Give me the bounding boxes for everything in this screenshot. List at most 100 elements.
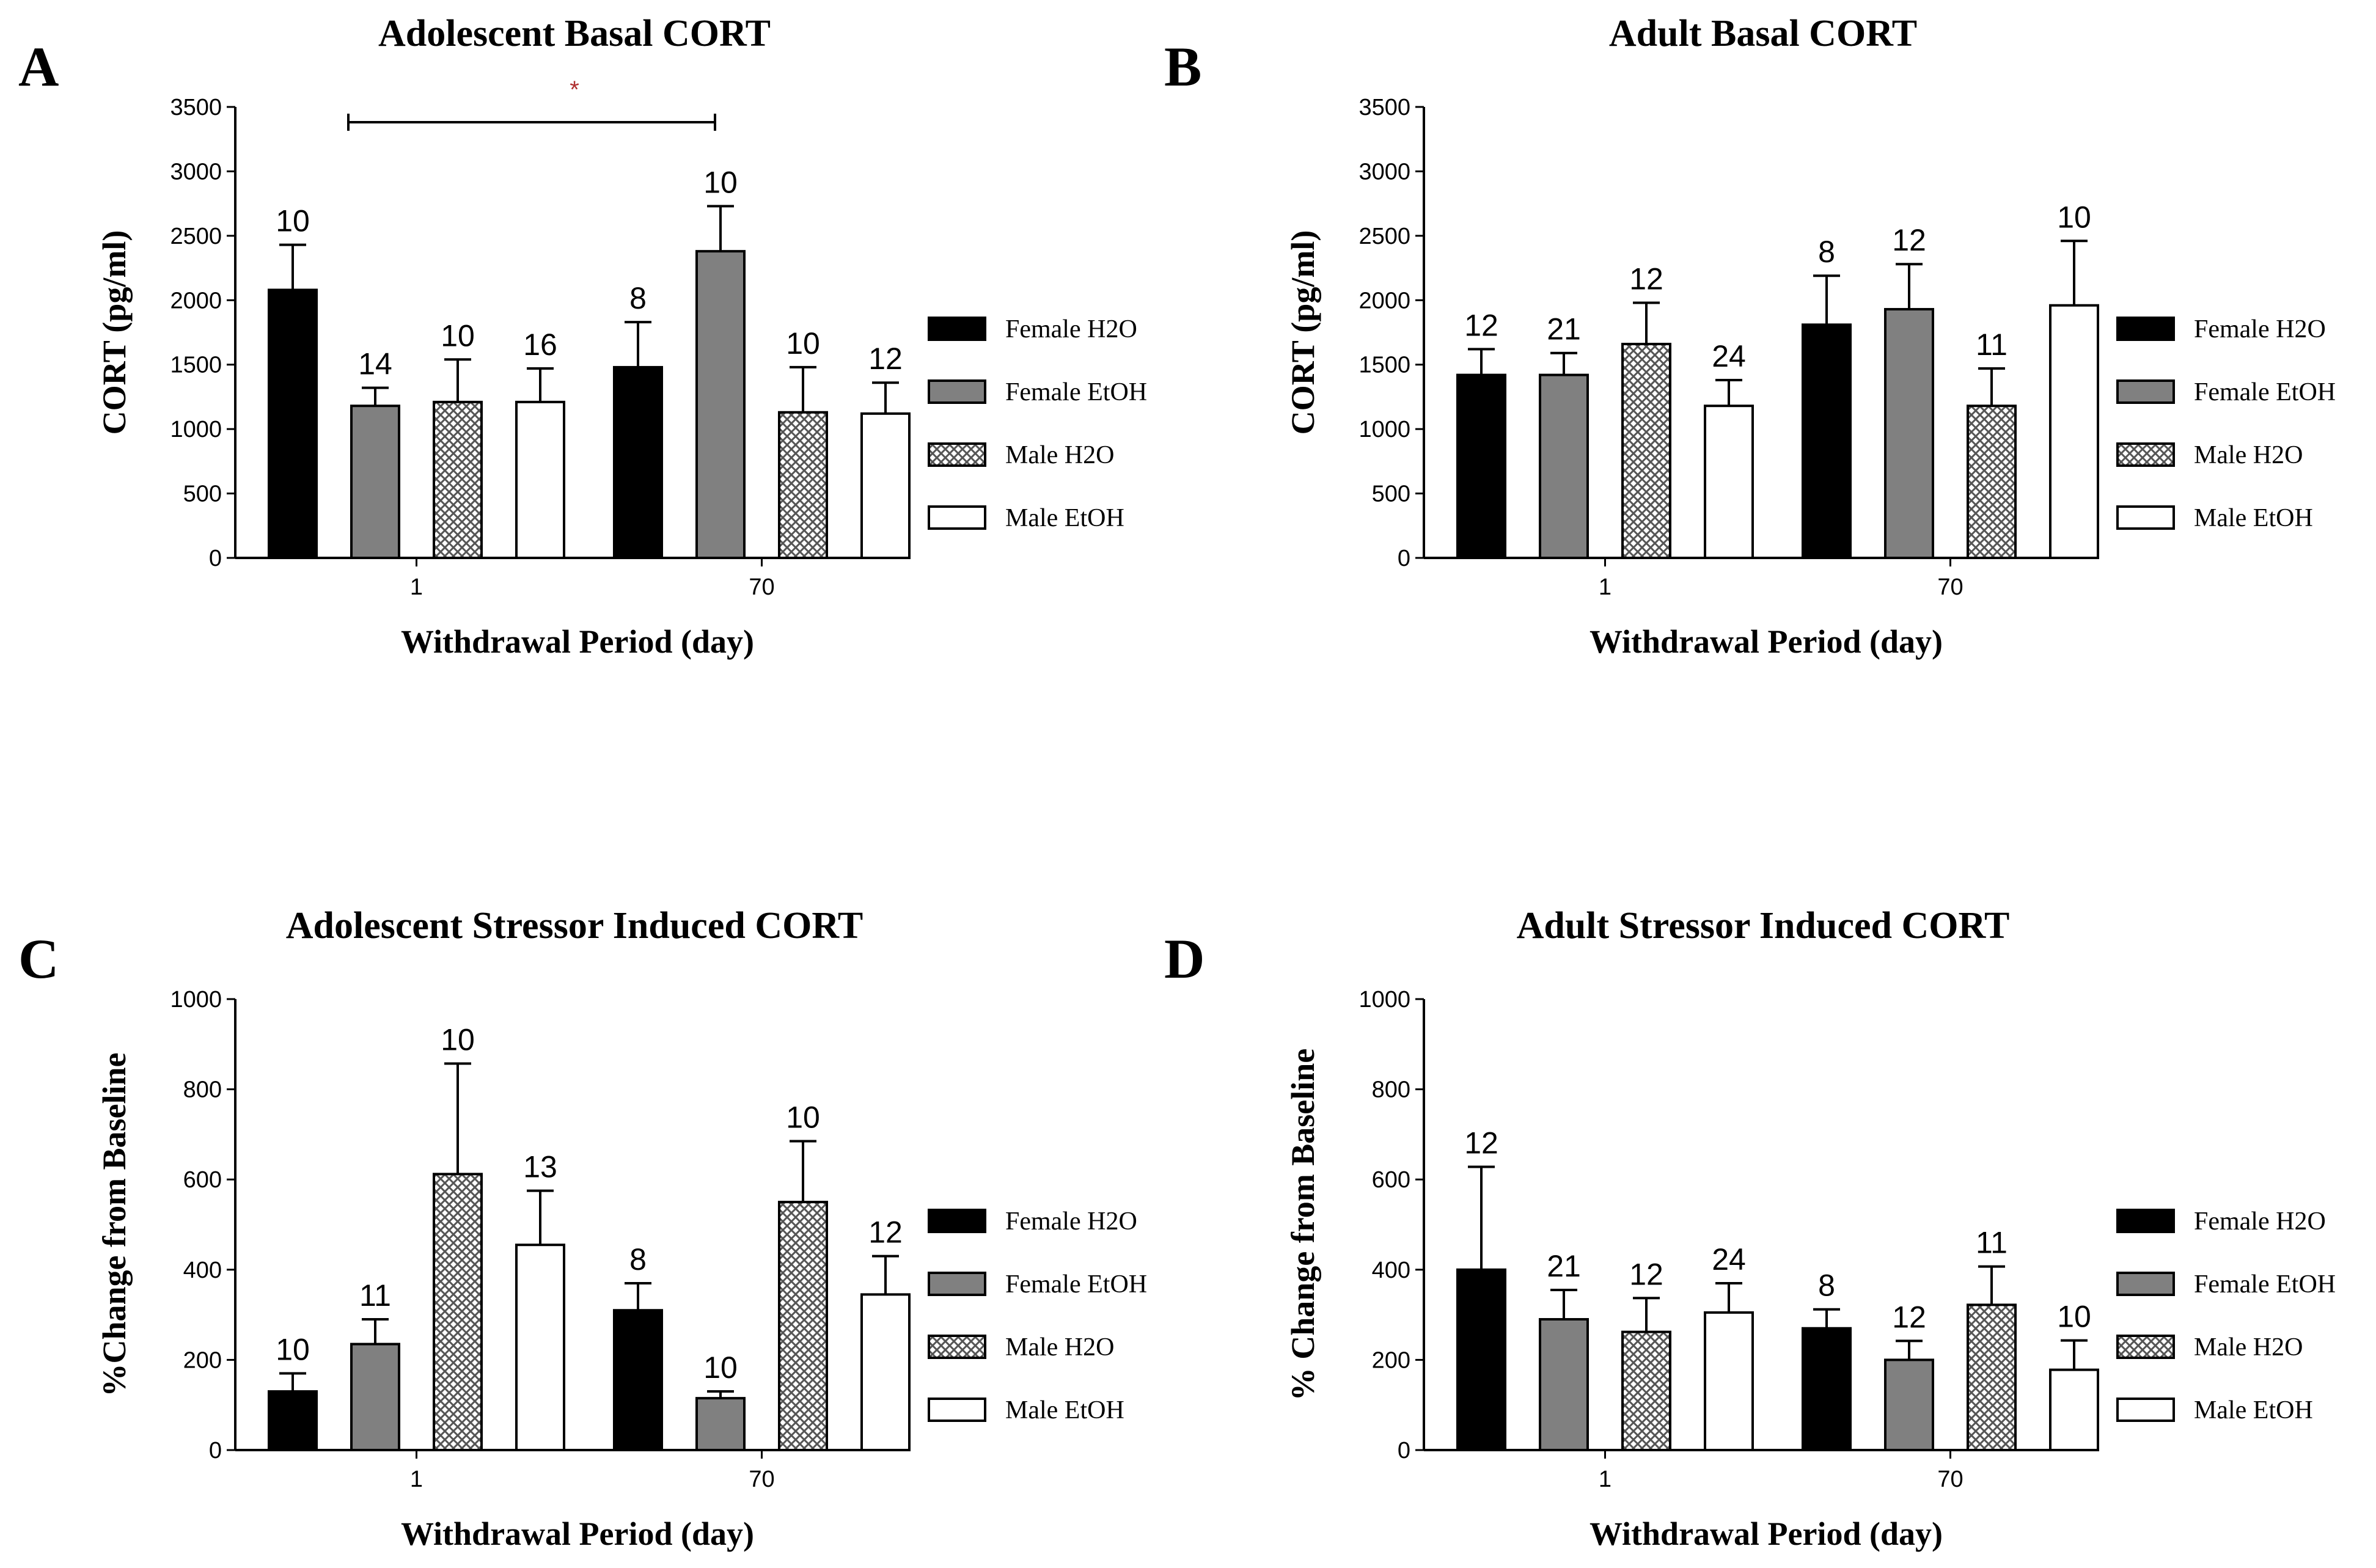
panel-letter: C <box>18 928 59 990</box>
y-axis-label: % Change from Baseline <box>1285 1049 1321 1401</box>
sample-size-label: 24 <box>1712 1242 1746 1277</box>
y-tick-label: 200 <box>183 1347 222 1373</box>
sample-size-label: 12 <box>1629 262 1663 296</box>
legend-label: Female H2O <box>1005 315 1137 343</box>
bar-female-h2o-day-70 <box>613 365 663 560</box>
bar-female-h2o-day-1 <box>1456 373 1506 560</box>
legend-label: Male H2O <box>1005 441 1114 469</box>
legend-swatch <box>2116 442 2175 467</box>
legend-label: Female H2O <box>1005 1207 1137 1236</box>
bar-male-h2o-day-70 <box>1967 1303 2017 1452</box>
sample-size-label: 8 <box>1818 1269 1835 1303</box>
bar-female-etoh-day-1 <box>350 405 400 560</box>
legend-swatch <box>2116 379 2175 404</box>
legend-swatch <box>928 1335 986 1359</box>
x-axis-label: Withdrawal Period (day) <box>1590 623 1943 660</box>
y-tick-label: 800 <box>1372 1077 1410 1103</box>
legend-label: Male H2O <box>1005 1333 1114 1361</box>
y-tick-label: 600 <box>1372 1167 1410 1193</box>
chart-title: Adult Basal CORT <box>1609 13 1917 54</box>
y-tick-label: 3500 <box>1358 95 1410 120</box>
bar-male-etoh-day-70 <box>2049 304 2099 559</box>
y-tick-label: 1500 <box>1358 353 1410 378</box>
y-tick-label: 200 <box>1372 1347 1410 1373</box>
bar-male-h2o-day-70 <box>778 1201 828 1451</box>
chart-title: Adolescent Stressor Induced CORT <box>286 905 864 947</box>
y-tick-label: 2000 <box>1358 288 1410 313</box>
x-tick-label: 70 <box>1937 1467 1963 1492</box>
sample-size-label: 21 <box>1547 1249 1581 1283</box>
y-axis-label: %Change from Baseline <box>96 1053 133 1397</box>
y-tick-label: 1500 <box>170 353 222 378</box>
x-axis-label: Withdrawal Period (day) <box>401 623 754 660</box>
y-tick-label: 1000 <box>1358 987 1410 1013</box>
bar-female-etoh-day-70 <box>695 250 746 559</box>
sample-size-label: 10 <box>441 318 475 353</box>
y-tick-label: 0 <box>1398 1438 1410 1464</box>
y-tick-label: 2500 <box>1358 224 1410 249</box>
y-tick-label: 3500 <box>170 95 222 120</box>
y-tick-label: 1000 <box>170 417 222 442</box>
bar-female-etoh-day-70 <box>1884 1358 1934 1452</box>
y-tick-label: 400 <box>183 1258 222 1283</box>
legend-label: Male EtOH <box>2194 1396 2313 1424</box>
sample-size-label: 12 <box>1464 1126 1498 1160</box>
legend-label: Male H2O <box>2194 1333 2303 1361</box>
legend-swatch <box>928 442 986 467</box>
x-axis-label: Withdrawal Period (day) <box>401 1515 754 1552</box>
sample-size-label: 10 <box>703 1350 738 1385</box>
bar-male-etoh-day-1 <box>1704 405 1754 560</box>
bar-male-h2o-day-70 <box>778 411 828 560</box>
y-tick-label: 1000 <box>170 987 222 1013</box>
bar-female-etoh-day-1 <box>1539 373 1589 560</box>
bar-male-h2o-day-1 <box>1621 342 1671 560</box>
significance-marker: * <box>570 76 579 103</box>
y-tick-label: 0 <box>209 1438 222 1464</box>
x-tick-label: 1 <box>1599 574 1612 600</box>
bar-female-h2o-day-1 <box>268 1390 318 1451</box>
bar-female-etoh-day-70 <box>695 1397 746 1452</box>
sample-size-label: 21 <box>1547 312 1581 346</box>
legend-swatch <box>928 505 986 530</box>
sample-size-label: 8 <box>629 1242 647 1277</box>
sample-size-label: 11 <box>1976 1226 2008 1260</box>
y-tick-label: 3000 <box>1358 159 1410 185</box>
y-tick-label: 2000 <box>170 288 222 313</box>
legend-swatch <box>2116 1335 2175 1359</box>
panel-B: B Adult Basal CORT 0 500 1000 1500 2000 2500 300… <box>1164 13 2336 660</box>
y-tick-label: 3000 <box>170 159 222 185</box>
legend-swatch <box>928 317 986 341</box>
legend-label: Male EtOH <box>2194 504 2313 532</box>
legend-label: Female H2O <box>2194 315 2326 343</box>
panel-letter: B <box>1164 35 1201 98</box>
sample-size-label: 10 <box>786 326 820 361</box>
sample-size-label: 10 <box>786 1100 820 1134</box>
bar-female-h2o-day-70 <box>1802 323 1852 559</box>
x-tick-label: 70 <box>749 1467 774 1492</box>
bar-male-h2o-day-1 <box>1621 1330 1671 1451</box>
bar-female-h2o-day-70 <box>1802 1327 1852 1451</box>
bar-female-h2o-day-70 <box>613 1309 663 1451</box>
sample-size-label: 10 <box>2057 200 2091 234</box>
legend-swatch <box>928 1272 986 1296</box>
sample-size-label: 24 <box>1712 339 1746 373</box>
y-tick-label: 800 <box>183 1077 222 1103</box>
panel-letter: A <box>18 35 59 98</box>
y-tick-label: 500 <box>183 482 222 507</box>
bar-male-etoh-day-70 <box>860 412 911 560</box>
x-axis-label: Withdrawal Period (day) <box>1590 1515 1943 1552</box>
sample-size-label: 12 <box>1464 308 1498 342</box>
y-tick-label: 2500 <box>170 224 222 249</box>
panel-letter: D <box>1164 928 1204 990</box>
legend-label: Female EtOH <box>1005 1270 1147 1299</box>
legend-swatch <box>928 1209 986 1233</box>
bar-female-etoh-day-70 <box>1884 308 1934 559</box>
y-tick-label: 0 <box>1398 546 1410 571</box>
legend-swatch <box>2116 505 2175 530</box>
panel-C: C Adolescent Stressor Induced CORT 0 200 400… <box>18 905 1147 1552</box>
y-tick-label: 400 <box>1372 1258 1410 1283</box>
legend-swatch <box>2116 1272 2175 1296</box>
y-tick-label: 1000 <box>1358 417 1410 442</box>
legend-swatch <box>2116 317 2175 341</box>
